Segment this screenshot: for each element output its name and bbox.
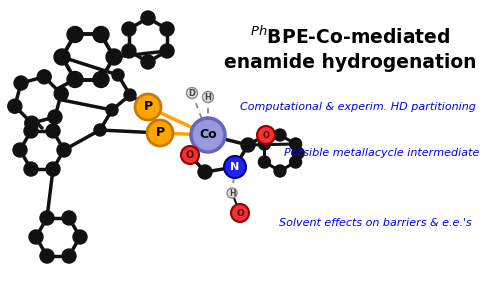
Circle shape	[122, 22, 136, 36]
Text: O: O	[236, 209, 244, 217]
Text: H: H	[204, 92, 212, 102]
Circle shape	[40, 249, 54, 263]
Circle shape	[29, 230, 43, 244]
Circle shape	[122, 44, 136, 58]
Text: Computational & experim. HD partitioning: Computational & experim. HD partitioning	[240, 102, 476, 112]
Text: O: O	[262, 131, 270, 139]
Circle shape	[112, 69, 124, 81]
Circle shape	[141, 11, 155, 25]
Circle shape	[224, 156, 246, 178]
Circle shape	[73, 230, 87, 244]
Text: P: P	[144, 101, 152, 113]
Circle shape	[202, 92, 213, 102]
Circle shape	[25, 116, 39, 130]
Circle shape	[231, 204, 249, 222]
Circle shape	[160, 44, 174, 58]
Circle shape	[292, 147, 304, 159]
Circle shape	[160, 22, 174, 36]
Text: enamide hydrogenation: enamide hydrogenation	[224, 53, 476, 73]
Circle shape	[258, 156, 270, 168]
Circle shape	[67, 71, 83, 88]
Circle shape	[258, 138, 270, 150]
Circle shape	[8, 99, 22, 113]
Text: Solvent effects on barriers & e.e.'s: Solvent effects on barriers & e.e.'s	[278, 218, 471, 228]
Circle shape	[186, 88, 198, 99]
Circle shape	[257, 126, 275, 144]
Circle shape	[227, 188, 237, 198]
Circle shape	[93, 71, 109, 88]
Circle shape	[40, 211, 54, 225]
Circle shape	[106, 49, 122, 65]
Circle shape	[14, 76, 28, 90]
Text: Possible metallacycle intermediate: Possible metallacycle intermediate	[284, 148, 480, 158]
Circle shape	[135, 94, 161, 120]
Circle shape	[124, 89, 136, 101]
Text: N: N	[230, 162, 239, 172]
Circle shape	[24, 162, 38, 176]
Circle shape	[141, 55, 155, 69]
Circle shape	[62, 211, 76, 225]
Circle shape	[274, 129, 286, 141]
Circle shape	[181, 146, 199, 164]
Text: D: D	[188, 88, 196, 98]
Circle shape	[54, 87, 68, 101]
Circle shape	[93, 27, 109, 42]
Circle shape	[290, 156, 302, 168]
Circle shape	[46, 124, 60, 138]
Text: $^{Ph}$BPE-Co-mediated: $^{Ph}$BPE-Co-mediated	[250, 26, 450, 48]
Circle shape	[24, 124, 38, 138]
Circle shape	[62, 249, 76, 263]
Circle shape	[106, 104, 118, 116]
Circle shape	[57, 143, 71, 157]
Circle shape	[191, 118, 225, 152]
Circle shape	[241, 138, 255, 152]
Circle shape	[54, 49, 70, 65]
Circle shape	[94, 124, 106, 136]
Circle shape	[198, 165, 212, 179]
Circle shape	[46, 162, 60, 176]
Circle shape	[147, 120, 173, 146]
Circle shape	[274, 165, 286, 177]
Circle shape	[13, 143, 27, 157]
Circle shape	[37, 70, 51, 84]
Circle shape	[290, 138, 302, 150]
Circle shape	[67, 27, 83, 42]
Text: O: O	[186, 150, 194, 160]
Text: P: P	[156, 127, 164, 139]
Text: Co: Co	[199, 128, 217, 142]
Circle shape	[48, 110, 62, 124]
Text: H: H	[229, 188, 235, 198]
